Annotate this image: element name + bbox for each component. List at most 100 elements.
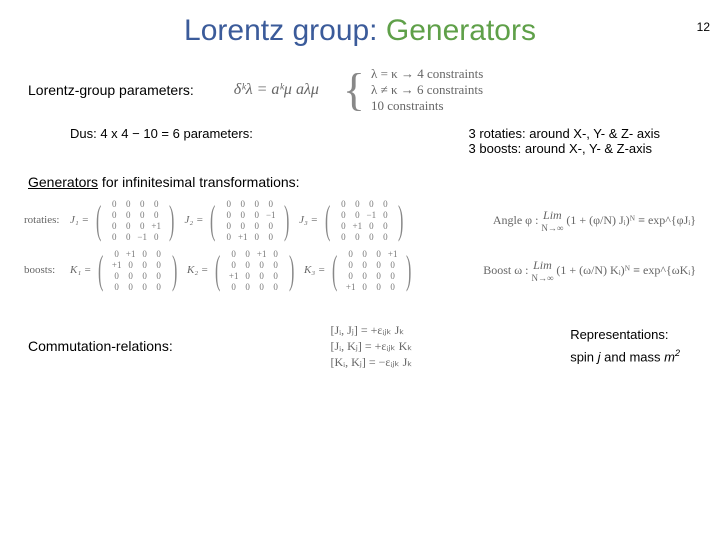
lim-bot-2: N→∞ <box>531 273 553 283</box>
matrix-cell: 0 <box>135 209 149 220</box>
angle-label: Angle φ : <box>493 213 539 228</box>
paren-right: ) <box>284 200 289 240</box>
matrix-cell: 0 <box>250 231 264 242</box>
rotations-count: 3 rotaties: around X-, Y- & Z- axis <box>469 126 660 141</box>
matrix-cell: 0 <box>124 281 138 292</box>
param-count: Dus: 4 x 4 − 10 = 6 parameters: <box>70 126 253 156</box>
page-number: 12 <box>697 20 710 34</box>
matrix-cell: −1 <box>264 209 278 220</box>
boosts-row-label: boosts: <box>24 264 70 276</box>
matrix-table: 000000−100+1000000 <box>336 198 392 242</box>
rotations-row-label: rotaties: <box>24 214 70 226</box>
lim-bot: N→∞ <box>541 223 563 233</box>
matrix-cell: 0 <box>222 231 236 242</box>
paren-right: ) <box>169 200 174 240</box>
matrix-cell: 0 <box>149 231 163 242</box>
brace-symbol: { <box>343 67 365 113</box>
matrix-cell: 0 <box>250 220 264 231</box>
matrix-table: 00000000000+100−10 <box>107 198 163 242</box>
paren-right: ) <box>172 250 177 290</box>
matrix-cell: 0 <box>372 270 386 281</box>
matrix-cell: 0 <box>124 270 138 281</box>
matrix-cell: +1 <box>227 270 241 281</box>
matrix-cell: 0 <box>358 259 372 270</box>
commutation-label: Commutation-relations: <box>28 338 173 354</box>
constraint-line-2: λ ≠ κ → 6 constraints <box>371 82 483 98</box>
matrix-cell: 0 <box>264 231 278 242</box>
matrix-table: 00+100000+10000000 <box>227 248 283 292</box>
matrix-cell: 0 <box>138 281 152 292</box>
matrix-cell: 0 <box>364 198 378 209</box>
matrix-cell: 0 <box>264 198 278 209</box>
paren-left: ( <box>98 250 103 290</box>
parameters-row: Lorentz-group parameters: δᵏλ = aᵏμ aλμ … <box>0 66 720 114</box>
matrix-cell: 0 <box>378 231 392 242</box>
matrix-name: J₃ = <box>299 214 318 226</box>
representations-block: Representations: spin j and mass m2 <box>570 326 680 366</box>
matrix-cell: 0 <box>241 259 255 270</box>
matrix-cell: 0 <box>358 281 372 292</box>
paren-left: ( <box>96 200 101 240</box>
matrix-cell: 0 <box>269 281 283 292</box>
matrix-cell: 0 <box>241 248 255 259</box>
paren-left: ( <box>215 250 220 290</box>
reps-mass-word: and mass <box>601 349 665 364</box>
matrix-cell: 0 <box>121 198 135 209</box>
matrix-cell: 0 <box>364 231 378 242</box>
angle-formula: (1 + (φ/N) Jᵢ)ᴺ ≡ exp^{φJᵢ} <box>566 213 696 228</box>
matrix-cell: −1 <box>364 209 378 220</box>
matrix-name: K₂ = <box>187 264 208 276</box>
matrix-cell: 0 <box>358 248 372 259</box>
matrix-cell: 0 <box>236 220 250 231</box>
matrix-name: J₁ = <box>70 214 89 226</box>
matrix-cell: 0 <box>110 270 124 281</box>
page-title: Lorentz group: Generators <box>0 14 720 48</box>
matrix-cell: 0 <box>227 259 241 270</box>
matrix-cell: 0 <box>350 231 364 242</box>
matrix-cell: 0 <box>152 270 166 281</box>
matrix-cell: 0 <box>255 281 269 292</box>
matrices-block: rotaties: J₁ =(00000000000+100−10)J₂ =(0… <box>24 198 696 292</box>
matrix: J₃ = (000000−100+1000000) <box>299 198 408 242</box>
title-part1: Lorentz <box>184 14 284 47</box>
matrix-cell: 0 <box>255 270 269 281</box>
lim-top-2: Lim <box>533 258 552 273</box>
matrix-cell: 0 <box>264 220 278 231</box>
boost-formula: (1 + (ω/N) Kᵢ)ᴺ ≡ exp^{ωKᵢ} <box>556 263 696 278</box>
matrix-cell: 0 <box>372 281 386 292</box>
matrix-cell: 0 <box>378 209 392 220</box>
constraint-line-3: 10 constraints <box>371 98 483 114</box>
matrix-cell: 0 <box>336 198 350 209</box>
matrix-cell: 0 <box>358 270 372 281</box>
matrix-cell: 0 <box>152 259 166 270</box>
matrix-cell: 0 <box>110 281 124 292</box>
matrix-cell: 0 <box>222 220 236 231</box>
reps-spin-word: spin <box>570 349 597 364</box>
constraints-brace: { λ = κ → 4 constraints λ ≠ κ → 6 constr… <box>343 66 483 114</box>
reps-sq: 2 <box>675 348 680 358</box>
generators-label: Generators for infinitesimal transformat… <box>28 174 720 190</box>
matrix-cell: +1 <box>149 220 163 231</box>
paren-right: ) <box>398 200 403 240</box>
boost-matrices-row: boosts: K₁ =(0+100+100000000000)K₂ =(00+… <box>24 248 696 292</box>
matrix-cell: 0 <box>222 198 236 209</box>
matrix: J₂ =(0000000−100000+100) <box>185 198 294 242</box>
matrix-table: 0000000−100000+100 <box>222 198 278 242</box>
paren-left: ( <box>210 200 215 240</box>
paren-right: ) <box>406 250 411 290</box>
matrix-cell: 0 <box>269 259 283 270</box>
matrix-cell: 0 <box>386 259 400 270</box>
matrix-cell: 0 <box>372 259 386 270</box>
matrix-cell: 0 <box>149 198 163 209</box>
matrix: K₃ =(000+100000000+1000) <box>304 248 415 292</box>
paren-left: ( <box>325 200 330 240</box>
matrix: K₁ =(0+100+100000000000) <box>70 248 181 292</box>
matrix-cell: 0 <box>344 270 358 281</box>
matrix-cell: 0 <box>386 281 400 292</box>
matrix-cell: +1 <box>236 231 250 242</box>
matrix-cell: 0 <box>152 281 166 292</box>
matrix-cell: 0 <box>135 198 149 209</box>
matrix-cell: 0 <box>227 248 241 259</box>
matrix-cell: 0 <box>107 231 121 242</box>
comm-eq-3: [Kᵢ, Kⱼ] = −εᵢⱼₖ Jₖ <box>331 354 413 370</box>
